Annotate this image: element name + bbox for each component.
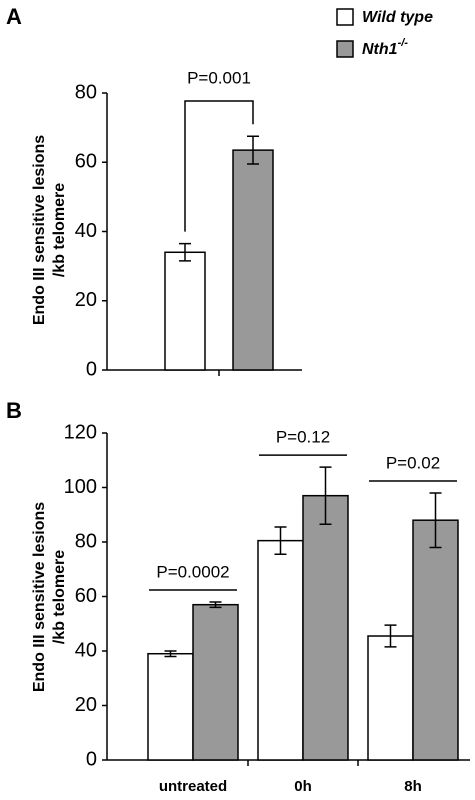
y-tick-label: 80 bbox=[75, 530, 97, 552]
y-axis-label: Endo III sensitive lesions bbox=[31, 502, 48, 692]
y-tick-label: 40 bbox=[75, 220, 97, 242]
significance-bracket bbox=[184, 100, 254, 232]
error-bar bbox=[247, 135, 259, 165]
p-value: P=0.0002 bbox=[156, 562, 229, 581]
panel-label: A bbox=[6, 4, 22, 29]
x-tick-label: 8h bbox=[404, 778, 422, 795]
error-bar bbox=[274, 526, 287, 556]
bar bbox=[302, 494, 349, 761]
bar bbox=[147, 652, 194, 761]
y-tick-label: 20 bbox=[75, 694, 97, 716]
error-bar bbox=[164, 650, 177, 658]
bar bbox=[192, 603, 239, 761]
legend-label: Wild type bbox=[362, 9, 433, 26]
error-bar bbox=[384, 624, 397, 648]
y-axis-label: /kb telomere bbox=[51, 183, 68, 277]
error-bar bbox=[319, 466, 332, 526]
x-tick-label: untreated bbox=[159, 778, 227, 795]
y-tick-label: 100 bbox=[64, 476, 97, 498]
legend-swatch bbox=[336, 8, 354, 26]
p-value: P=0.001 bbox=[187, 68, 251, 87]
bar bbox=[367, 635, 414, 761]
y-tick-label: 40 bbox=[75, 639, 97, 661]
error-bar bbox=[209, 601, 222, 609]
error-bar bbox=[429, 492, 442, 549]
legend-label: Nth1-/- bbox=[362, 37, 408, 58]
y-tick-label: 0 bbox=[86, 358, 97, 380]
y-tick-label: 120 bbox=[64, 421, 97, 443]
p-value: P=0.02 bbox=[386, 453, 440, 472]
x-tick-label: 0h bbox=[294, 778, 312, 795]
y-tick-label: 60 bbox=[75, 151, 97, 173]
y-tick-label: 80 bbox=[75, 81, 97, 103]
bar bbox=[232, 149, 274, 371]
y-tick-label: 20 bbox=[75, 289, 97, 311]
error-bar bbox=[179, 242, 191, 262]
panel-label: B bbox=[6, 398, 22, 423]
p-value: P=0.12 bbox=[276, 428, 330, 447]
legend-swatch bbox=[336, 40, 354, 58]
y-axis-label: /kb telomere bbox=[51, 550, 68, 644]
bar bbox=[257, 539, 304, 761]
y-tick-label: 0 bbox=[86, 748, 97, 770]
y-axis-label: Endo III sensitive lesions bbox=[31, 135, 48, 325]
bar bbox=[412, 519, 459, 761]
bar bbox=[164, 251, 206, 371]
y-tick-label: 60 bbox=[75, 585, 97, 607]
